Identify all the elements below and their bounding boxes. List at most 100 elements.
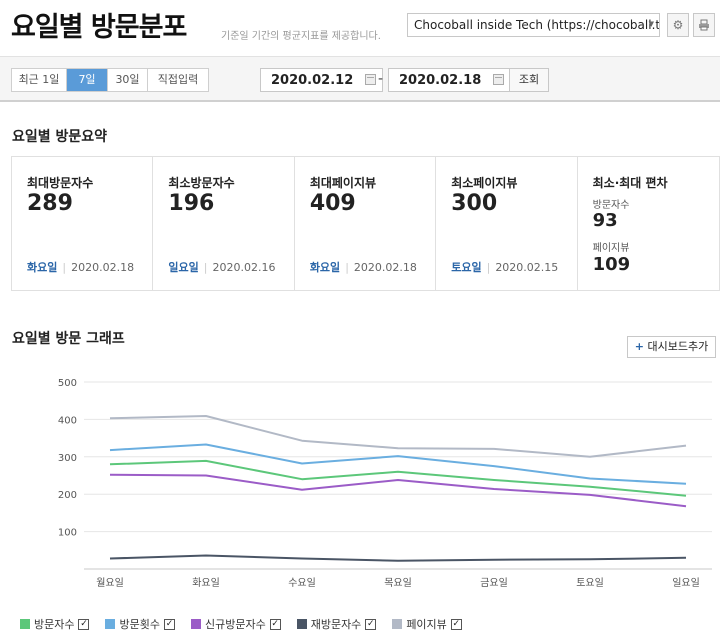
data-point[interactable] — [684, 481, 689, 486]
data-point[interactable] — [204, 442, 209, 447]
series-line-신규방문자수[interactable] — [109, 473, 687, 508]
deviation-pageviews-value: 109 — [592, 254, 631, 275]
settings-button[interactable]: ⚙ — [667, 13, 689, 37]
data-point[interactable] — [300, 438, 305, 443]
data-point[interactable] — [396, 469, 401, 474]
data-point[interactable] — [108, 462, 113, 467]
card-label: 최대페이지뷰 — [309, 176, 377, 190]
summary-card-deviation: 최소·최대 편차 방문자수 93 페이지뷰 109 — [578, 157, 719, 290]
legend-item[interactable]: 신규방문자수 ✓ — [190, 616, 281, 632]
data-point[interactable] — [684, 555, 689, 560]
y-tick-label: 500 — [58, 378, 77, 389]
data-point[interactable] — [588, 492, 593, 497]
x-tick-label: 수요일 — [288, 577, 316, 589]
series-line-방문횟수[interactable] — [109, 443, 687, 485]
data-point[interactable] — [396, 446, 401, 451]
data-point[interactable] — [492, 477, 497, 482]
data-point[interactable] — [108, 416, 113, 421]
legend-item[interactable]: 방문자수 ✓ — [20, 616, 90, 632]
data-point[interactable] — [108, 448, 113, 453]
legend-label: 방문횟수 — [119, 618, 160, 631]
data-point[interactable] — [300, 487, 305, 492]
divider: | — [486, 261, 491, 274]
legend-checkbox[interactable]: ✓ — [78, 618, 90, 630]
summary-card-min-pageviews: 최소페이지뷰 300 토요일 | 2020.02.15 — [436, 157, 578, 290]
summary-card-max-pageviews: 최대페이지뷰 409 화요일 | 2020.02.18 — [295, 157, 437, 290]
legend-swatch — [105, 619, 116, 629]
data-point[interactable] — [204, 473, 209, 478]
data-point[interactable] — [492, 557, 497, 562]
y-tick-label: 100 — [58, 528, 77, 539]
legend-checkbox[interactable]: ✓ — [365, 618, 377, 630]
x-tick-label: 일요일 — [672, 577, 700, 589]
data-point[interactable] — [300, 556, 305, 561]
x-tick-label: 금요일 — [480, 577, 508, 589]
start-date-field[interactable]: 2020.02.12 — [260, 68, 383, 92]
query-button[interactable]: 조회 — [509, 68, 549, 92]
card-date: 2020.02.18 — [353, 261, 417, 274]
deviation-visitors-value: 93 — [592, 210, 618, 231]
data-point[interactable] — [396, 477, 401, 482]
legend-checkbox[interactable]: ✓ — [269, 618, 281, 630]
tab-custom-range[interactable]: 직접입력 — [157, 73, 199, 86]
data-point[interactable] — [204, 414, 209, 419]
data-point[interactable] — [204, 553, 209, 558]
data-point[interactable] — [684, 443, 689, 448]
filter-bar: 최근 1일 7일 30일 직접입력 2020.02.12 - 2020.02.1… — [0, 56, 720, 102]
summary-card-min-visitors: 최소방문자수 196 일요일 | 2020.02.16 — [153, 157, 295, 290]
series-line-페이지뷰[interactable] — [109, 415, 687, 458]
card-date: 2020.02.16 — [212, 261, 276, 274]
end-date-field[interactable]: 2020.02.18 — [388, 68, 511, 92]
x-tick-label: 목요일 — [384, 577, 412, 589]
calendar-icon[interactable] — [493, 74, 504, 85]
deviation-visitors-label: 방문자수 — [592, 200, 630, 211]
data-point[interactable] — [492, 464, 497, 469]
data-point[interactable] — [684, 504, 689, 509]
card-footer: 토요일 | 2020.02.15 — [451, 259, 558, 275]
card-footer: 일요일 | 2020.02.16 — [168, 259, 275, 275]
add-dashboard-button[interactable]: + 대시보드추가 — [627, 336, 716, 358]
data-point[interactable] — [588, 476, 593, 481]
y-tick-label: 200 — [58, 490, 77, 501]
data-point[interactable] — [492, 486, 497, 491]
divider: | — [203, 261, 208, 274]
site-select-value: Chocoball inside Tech (https://chocoball… — [414, 18, 660, 32]
data-point[interactable] — [108, 472, 113, 477]
start-date-value: 2020.02.12 — [271, 73, 354, 88]
legend-label: 재방문자수 — [310, 618, 362, 631]
gear-icon: ⚙ — [672, 18, 684, 32]
data-point[interactable] — [588, 557, 593, 562]
chart-legend: 방문자수 ✓ 방문횟수 ✓ 신규방문자수 ✓ 재방문자수 ✓ 페이지뷰 ✓ — [20, 616, 478, 632]
series-line-재방문자수[interactable] — [109, 554, 687, 562]
data-point[interactable] — [492, 446, 497, 451]
data-point[interactable] — [300, 461, 305, 466]
print-button[interactable] — [693, 13, 715, 37]
data-point[interactable] — [300, 477, 305, 482]
card-value: 300 — [451, 191, 498, 216]
legend-item[interactable]: 재방문자수 ✓ — [296, 616, 377, 632]
x-tick-label: 토요일 — [576, 577, 604, 589]
legend-swatch — [190, 619, 201, 629]
legend-item[interactable]: 방문횟수 ✓ — [105, 616, 175, 632]
data-point[interactable] — [588, 484, 593, 489]
legend-checkbox[interactable]: ✓ — [450, 618, 462, 630]
calendar-icon[interactable] — [365, 74, 376, 85]
legend-item[interactable]: 페이지뷰 ✓ — [392, 616, 462, 632]
site-select[interactable]: Chocoball inside Tech (https://chocoball… — [407, 13, 660, 37]
legend-swatch — [20, 619, 30, 629]
card-day: 일요일 — [168, 261, 199, 274]
legend-label: 신규방문자수 — [204, 618, 266, 631]
tab-recent-1-day[interactable]: 최근 1일 — [12, 69, 67, 91]
data-point[interactable] — [108, 556, 113, 561]
series-line-방문자수[interactable] — [109, 459, 687, 497]
card-footer: 화요일 | 2020.02.18 — [27, 259, 134, 275]
period-tabs: 최근 1일 7일 30일 직접입력 — [11, 68, 209, 92]
data-point[interactable] — [396, 558, 401, 563]
tab-30-days[interactable]: 30일 — [108, 69, 148, 91]
data-point[interactable] — [684, 493, 689, 498]
data-point[interactable] — [204, 458, 209, 463]
data-point[interactable] — [588, 454, 593, 459]
legend-checkbox[interactable]: ✓ — [163, 618, 175, 630]
data-point[interactable] — [396, 454, 401, 459]
tab-7-days[interactable]: 7일 — [67, 69, 108, 91]
